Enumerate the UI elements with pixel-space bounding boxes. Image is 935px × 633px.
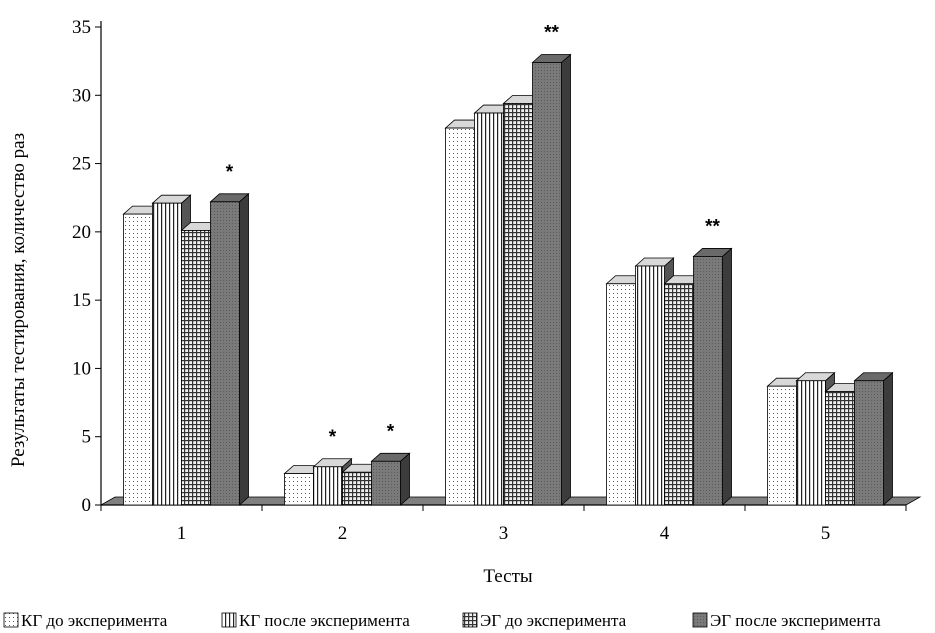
- bar-front: [825, 391, 855, 506]
- bar-front: [693, 256, 723, 506]
- y-tick-label: 10: [72, 358, 91, 379]
- bar-side: [561, 53, 571, 506]
- x-tick-label: 3: [499, 523, 509, 544]
- x-axis-title: Тесты: [483, 566, 533, 587]
- legend-item: ЭГ до эксперимента: [462, 611, 627, 630]
- legend-item: КГ после эксперимента: [221, 611, 410, 630]
- legend: КГ до эксперимента КГ после эксперимента Э…: [3, 611, 881, 630]
- bar: [853, 371, 894, 506]
- bar-front: [123, 213, 153, 506]
- bar-front: [210, 201, 240, 506]
- legend-swatch: [692, 612, 708, 628]
- y-tick-label: 35: [72, 17, 91, 38]
- legend-item: ЭГ после эксперимента: [692, 611, 881, 630]
- bar-front: [181, 230, 211, 506]
- y-tick-label: 25: [72, 154, 91, 175]
- legend-label: КГ до эксперимента: [21, 611, 168, 630]
- bar-front: [606, 283, 636, 506]
- bar-side: [239, 192, 249, 506]
- bar-front: [854, 380, 884, 506]
- legend-label: ЭГ после эксперимента: [710, 611, 881, 630]
- bar-front: [664, 283, 694, 506]
- legend-swatch: [221, 612, 237, 628]
- bar-front: [635, 265, 665, 506]
- y-axis-ticks: 0 5 10 15 20 25 30 35: [72, 17, 101, 516]
- bar: [692, 247, 733, 506]
- bar-front: [313, 466, 343, 506]
- x-axis-ticks: 1 2 3 4 5: [100, 505, 907, 544]
- bar-front: [445, 127, 475, 506]
- bar-front: [284, 473, 314, 506]
- bar: [531, 53, 572, 506]
- x-tick-label: 2: [338, 523, 348, 544]
- bar-side: [883, 371, 893, 506]
- y-tick-label: 30: [72, 85, 91, 106]
- bar-side: [400, 452, 410, 506]
- legend-label: КГ после эксперимента: [239, 611, 410, 630]
- bar-front: [767, 385, 797, 506]
- x-tick-label: 4: [660, 523, 670, 544]
- bar-front: [796, 380, 826, 506]
- significance-mark: **: [705, 216, 720, 237]
- bar: [370, 452, 411, 506]
- x-tick-label: 1: [177, 523, 187, 544]
- bar: [209, 192, 250, 506]
- significance-mark: *: [387, 421, 395, 442]
- legend-label: ЭГ до эксперимента: [480, 611, 627, 630]
- significance-annotations: ** *****: [226, 23, 721, 448]
- legend-swatch: [462, 612, 478, 628]
- x-tick-label: 5: [821, 523, 831, 544]
- y-axis-title: Результаты тестирования, количество раз: [8, 133, 29, 467]
- y-tick-label: 5: [82, 427, 92, 448]
- y-tick-label: 15: [72, 290, 91, 311]
- bar-front: [371, 460, 401, 506]
- y-tick-label: 20: [72, 222, 91, 243]
- y-tick-label: 0: [82, 495, 92, 516]
- bar-side: [722, 247, 732, 506]
- legend-swatch: [3, 612, 19, 628]
- bar-front: [342, 471, 372, 506]
- bars: [122, 53, 894, 506]
- bar-front: [474, 112, 504, 506]
- significance-mark: **: [544, 23, 559, 44]
- significance-mark: *: [329, 427, 337, 448]
- bar-front: [503, 103, 533, 506]
- bar-front: [532, 62, 562, 506]
- bar-front: [152, 202, 182, 506]
- significance-mark: *: [226, 162, 234, 183]
- legend-item: КГ до эксперимента: [3, 611, 168, 630]
